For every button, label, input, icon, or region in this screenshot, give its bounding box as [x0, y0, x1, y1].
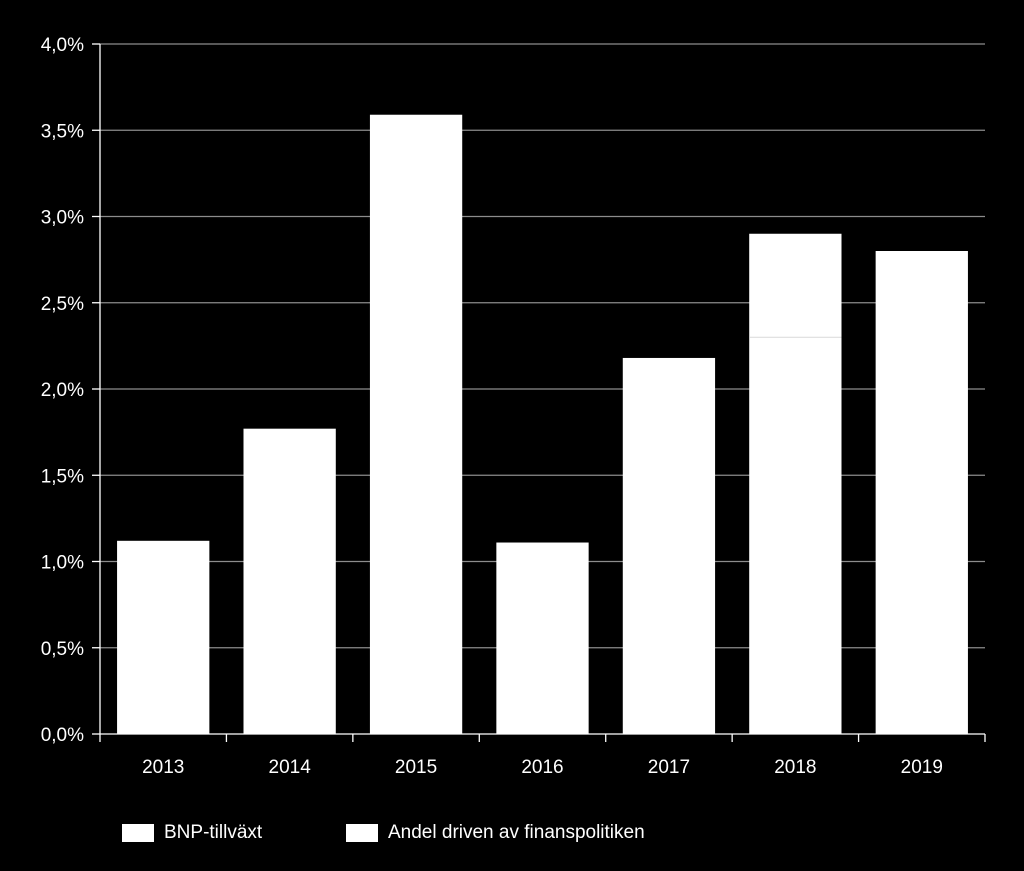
- bar-bnp-2019: [875, 251, 968, 734]
- bar-finanspolitik-2018: [749, 233, 842, 338]
- bar-bnp-2014: [243, 428, 336, 734]
- bar-bnp-2015: [369, 114, 463, 735]
- legend-item-finanspolitik: Andel driven av finanspolitiken: [346, 822, 645, 844]
- bar-chart: 0,0% 0,5% 1,0% 1,5% 2,0% 2,5% 3,0% 3,5% 4,0% 201…: [41, 35, 986, 778]
- x-tick-label: 2013: [142, 757, 184, 778]
- bar-bnp-2018: [749, 337, 842, 734]
- bar-bnp-2016: [496, 542, 589, 734]
- x-tick-label: 2015: [395, 757, 437, 778]
- y-tick-label: 0,5%: [41, 639, 84, 660]
- legend-swatch-bnp: [122, 824, 154, 842]
- y-tick-label: 1,5%: [41, 466, 84, 487]
- y-tick-label: 3,0%: [41, 208, 84, 229]
- legend: BNP-tillväxt Andel driven av finanspolit…: [0, 822, 1024, 852]
- legend-label-finanspolitik: Andel driven av finanspolitiken: [388, 822, 645, 843]
- x-tick-label: 2014: [269, 757, 312, 778]
- x-tick-labels: 2013 2014 2015 2016 2017 2018 2019: [99, 734, 986, 778]
- x-tick-label: 2019: [901, 757, 943, 778]
- x-tick-label: 2017: [648, 757, 690, 778]
- legend-label-bnp: BNP-tillväxt: [164, 822, 263, 843]
- y-tick-label: 1,0%: [41, 553, 84, 574]
- y-tick-label: 0,0%: [41, 725, 84, 746]
- bar-bnp-2017: [622, 357, 716, 734]
- bars: [117, 114, 968, 735]
- y-tick-label: 4,0%: [41, 35, 84, 56]
- x-tick-label: 2018: [774, 757, 816, 778]
- y-tick-label: 2,0%: [41, 380, 84, 401]
- x-tick-label: 2016: [521, 757, 563, 778]
- y-tick-label: 2,5%: [41, 294, 84, 315]
- y-tick-labels: 0,0% 0,5% 1,0% 1,5% 2,0% 2,5% 3,0% 3,5% 4,0%: [41, 35, 100, 746]
- y-tick-label: 3,5%: [41, 121, 84, 142]
- bar-bnp-2013: [117, 540, 210, 734]
- legend-item-bnp: BNP-tillväxt: [122, 822, 262, 844]
- legend-swatch-finanspolitik: [346, 824, 378, 842]
